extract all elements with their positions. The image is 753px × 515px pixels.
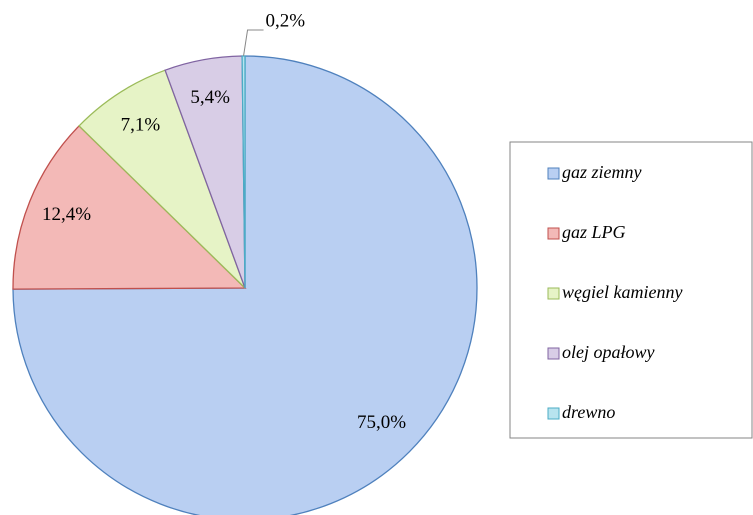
legend-swatch [547,167,560,180]
data-label: 75,0% [357,412,406,433]
legend-swatch [547,407,560,420]
pie: 75,0% 12,4% 7,1% 5,4% 0,2% [12,10,478,515]
data-label: 5,4% [190,87,230,108]
pie-slice [78,69,246,289]
data-label: 7,1% [121,115,161,136]
data-label: 0,2% [266,10,306,31]
data-label: 12,4% [42,204,91,225]
legend: gaz ziemny gaz LPG węgiel kamienny olej opa… [547,162,682,422]
legend-label: węgiel kamienny [562,282,682,302]
legend-label: gaz ziemny [562,162,642,182]
pie-slice [12,124,247,290]
legend-swatch [547,347,560,360]
legend-label: gaz LPG [562,222,626,242]
legend-label: olej opałowy [562,342,655,362]
leader-line [243,29,264,57]
legend-label: drewno [562,402,615,422]
legend-swatch [547,287,560,300]
legend-swatch [547,227,560,240]
